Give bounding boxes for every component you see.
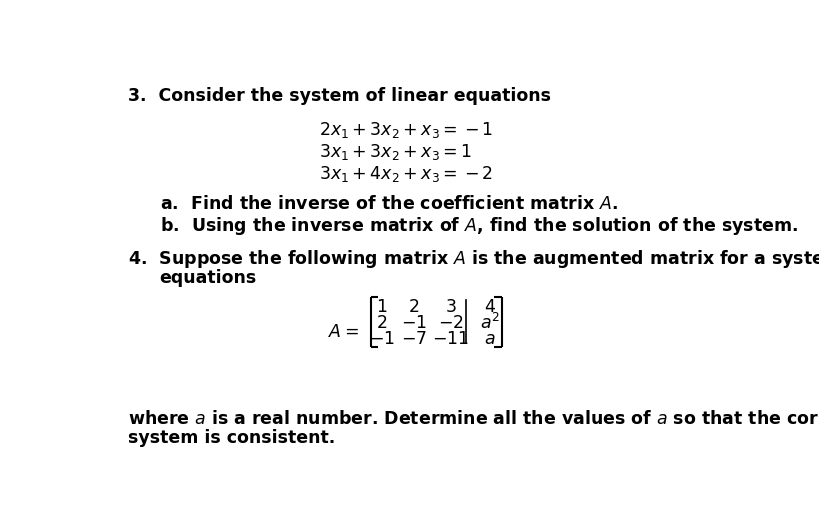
Text: $a$: $a$	[484, 330, 495, 348]
Text: 4.  Suppose the following matrix $A$ is the augmented matrix for a system of lin: 4. Suppose the following matrix $A$ is t…	[128, 248, 819, 270]
Text: a.  Find the inverse of the coefficient matrix $A$.: a. Find the inverse of the coefficient m…	[160, 195, 618, 214]
Text: $2$: $2$	[376, 314, 387, 332]
Text: $-1$: $-1$	[400, 314, 427, 332]
Text: $1$: $1$	[376, 298, 387, 316]
Text: system is consistent.: system is consistent.	[128, 429, 335, 447]
Text: $2$: $2$	[408, 298, 419, 316]
Text: equations: equations	[160, 269, 256, 287]
Text: where $a$ is a real number. Determine all the values of $a$ so that the correspo: where $a$ is a real number. Determine al…	[128, 408, 819, 430]
Text: $4$: $4$	[483, 298, 495, 316]
Text: 3.  Consider the system of linear equations: 3. Consider the system of linear equatio…	[128, 87, 550, 105]
Text: $3x_1 + 3x_2 + x_3 = 1$: $3x_1 + 3x_2 + x_3 = 1$	[318, 142, 471, 162]
Text: $3$: $3$	[445, 298, 456, 316]
Text: $-7$: $-7$	[400, 330, 427, 348]
Text: b.  Using the inverse matrix of $A$, find the solution of the system.: b. Using the inverse matrix of $A$, find…	[160, 215, 797, 237]
Text: $3x_1 + 4x_2 + x_3 = -2$: $3x_1 + 4x_2 + x_3 = -2$	[318, 163, 492, 184]
Text: $A = $: $A = $	[328, 323, 359, 341]
Text: $-11$: $-11$	[432, 330, 468, 348]
Text: $-2$: $-2$	[437, 314, 463, 332]
Text: $2x_1 + 3x_2 + x_3 = -1$: $2x_1 + 3x_2 + x_3 = -1$	[318, 120, 492, 140]
Text: $a^2$: $a^2$	[480, 313, 500, 333]
Text: $-1$: $-1$	[369, 330, 395, 348]
